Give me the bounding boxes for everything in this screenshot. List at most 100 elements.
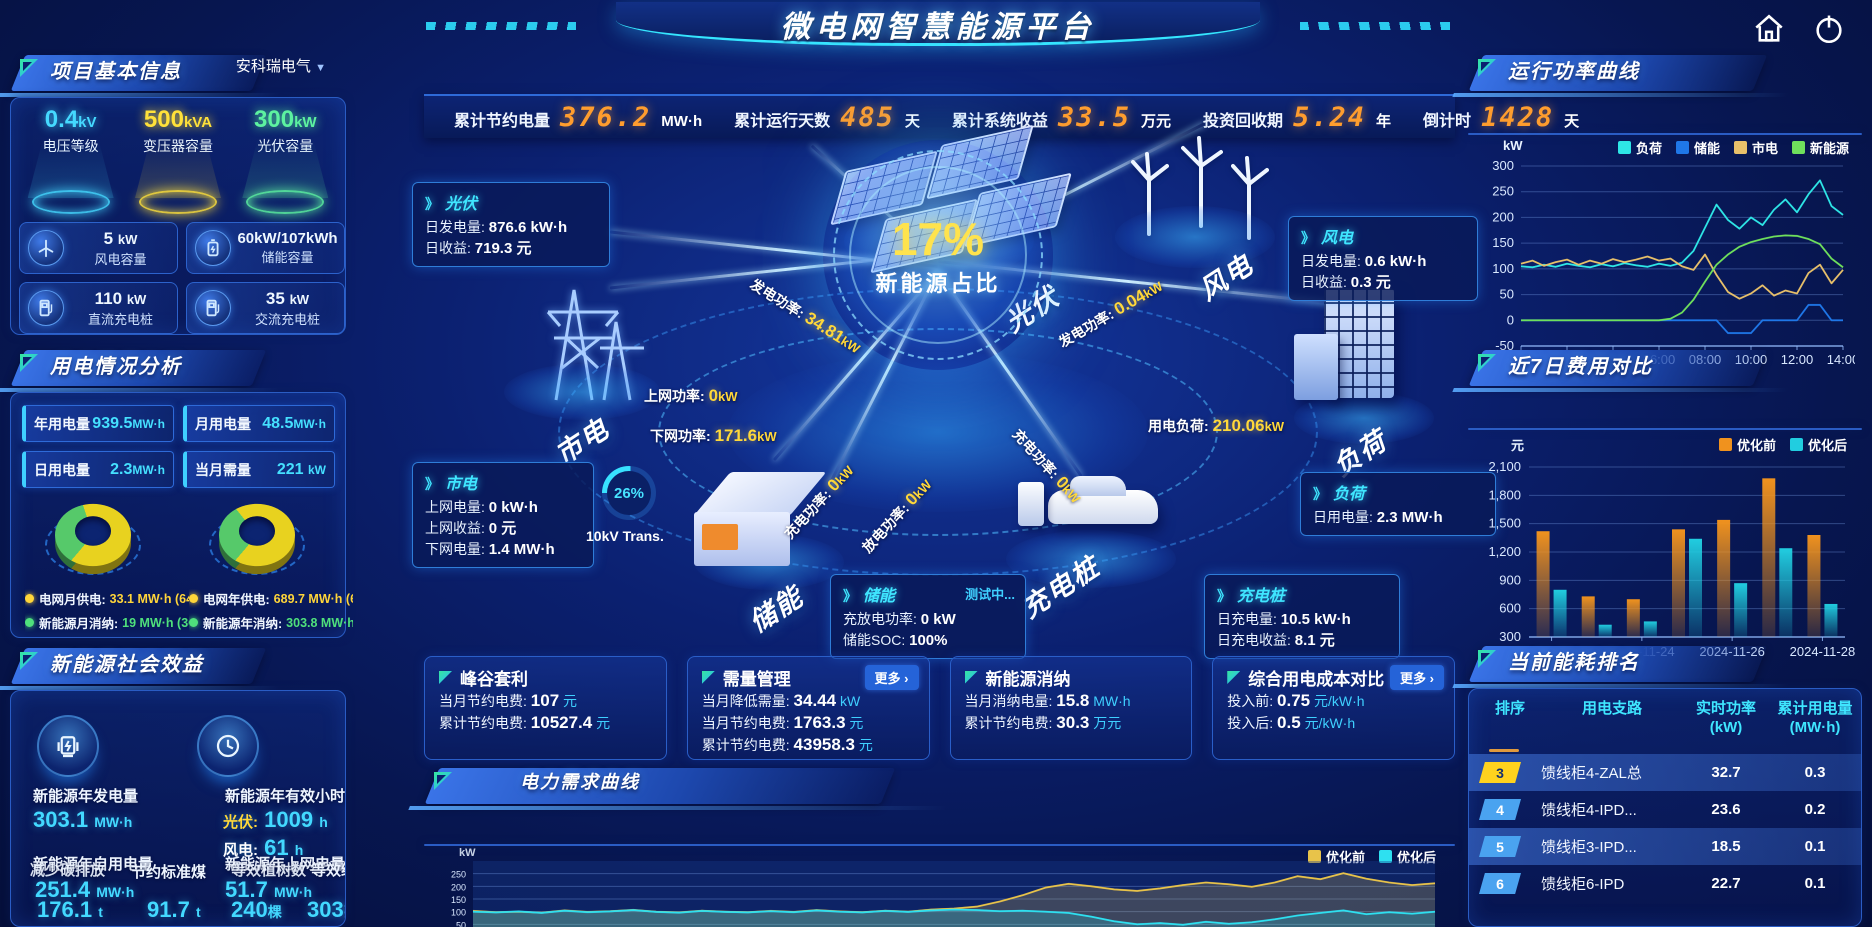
cost-y-unit: 元: [1511, 438, 1525, 453]
hours-clock-icon: [197, 715, 259, 777]
card-renewable-consume: 新能源消纳 当月消纳电量: 15.8 MW·h 累计节约电费: 30.3 万元: [949, 656, 1193, 760]
node-platform: [1115, 206, 1275, 268]
rank-badge: 6: [1479, 873, 1521, 894]
battery-icon: [195, 230, 231, 266]
power-icon[interactable]: [1812, 12, 1846, 46]
svg-text:50: 50: [456, 920, 466, 927]
svg-text:100: 100: [1492, 261, 1514, 276]
title-deco-left: [426, 22, 576, 30]
svg-text:150: 150: [1492, 235, 1514, 250]
generation-icon: [37, 715, 99, 777]
svg-text:200: 200: [1492, 209, 1514, 224]
energy-flow-diagram: 光伏 风电 市电 储能 充电桩 负荷 17% 新能源占比 发电功率: 34.81…: [404, 120, 1496, 659]
wind-turbine-icon: [28, 230, 64, 266]
donut-hole: [75, 516, 111, 546]
table-row[interactable]: 3 馈线柜4-ZAL总 32.7 0.3: [1469, 754, 1861, 791]
certs-value: 303张: [307, 897, 345, 922]
rank-badge: 5: [1479, 836, 1521, 857]
panel-energy-ranking: 当前能耗排名 排序 用电支路 实时功率 (kW) 累计用电量 (MW·h) 3 馈线…: [1468, 646, 1862, 927]
svg-text:900: 900: [1499, 572, 1521, 587]
wind-node-icon[interactable]: [1109, 122, 1279, 272]
svg-text:12:00: 12:00: [1781, 352, 1814, 367]
panel-usage-body: 年用电量 939.5MW·h 月用电量 48.5MW·h 日用电量 2.3MW·…: [10, 392, 353, 638]
stat-month-demand: 当月需量 221 kW: [183, 451, 335, 488]
svg-text:1,200: 1,200: [1488, 544, 1521, 559]
grid-node-icon[interactable]: [496, 260, 666, 420]
kpi-run-days: 累计运行天数 485 天: [734, 101, 920, 133]
svg-text:1,800: 1,800: [1488, 487, 1521, 502]
panel-usage-analysis: 用电情况分析 年用电量 939.5MW·h 月用电量 48.5MW·h 日用电量…: [10, 350, 353, 638]
center-hub: 17% 新能源占比: [823, 140, 1053, 370]
tile-storage-capacity: 60kW/107kWh 储能容量: [186, 222, 345, 274]
flow-to-grid-power: 上网功率: 0kW: [644, 386, 738, 405]
card-corner-icon: [1227, 671, 1241, 684]
carbon-label: 减少碳排放: [30, 862, 106, 879]
home-icon[interactable]: [1752, 12, 1786, 46]
self-use-label: 新能源年自用电量: [33, 856, 154, 873]
cost-chart[interactable]: 3006009001,2001,5001,8002,1002024-11-222…: [1473, 443, 1855, 676]
node-platform: [1294, 392, 1434, 444]
hub-ring-dashed: [833, 150, 1043, 360]
pedestal-ring: [138, 190, 217, 214]
certs-label: 等效绿证数: [311, 862, 345, 879]
chevron-down-icon: ▼: [315, 62, 326, 74]
legend-grid-month: 电网月供电:33.1 MW·h (64%): [25, 589, 189, 608]
coal-label: 节约标准煤: [131, 864, 207, 881]
title-banner: 微电网智慧能源平台: [426, 2, 1450, 52]
infobox-storage: 》储能 测试中... 充放电功率: 0 kW 储能SOC: 100%: [830, 574, 1026, 659]
flow-wind-power: 发电功率: 0.04kW: [1055, 278, 1166, 351]
power-y-unit: kW: [1503, 138, 1523, 153]
svg-text:200: 200: [451, 882, 466, 892]
demand-more-button[interactable]: 更多 ›: [864, 665, 919, 690]
load-node-icon[interactable]: [1290, 280, 1440, 444]
tile-ac-charger: 35 kW 交流充电桩: [186, 282, 345, 334]
donut-month-mix: [43, 497, 143, 583]
panel-demand-header: 电力需求曲线: [424, 768, 1455, 804]
legend-dot: [25, 594, 34, 603]
trees-value: 240棵: [231, 897, 282, 922]
page-title: 微电网智慧能源平台: [780, 11, 1096, 44]
carbon-value: 176.1 t: [37, 897, 103, 922]
table-row[interactable]: 4 馈线柜4-IPD... 23.6 0.2: [1469, 791, 1861, 828]
charger-icon: [28, 290, 64, 326]
infobox-grid: 》市电 上网电量: 0 kW·h 上网收益: 0 元 下网电量: 1.4 MW·…: [412, 462, 594, 568]
svg-text:2,100: 2,100: [1488, 459, 1521, 474]
card-corner-icon: [701, 671, 715, 684]
pedestal-pv-capacity: 300kW 光伏容量: [232, 106, 339, 216]
rank-badge: 4: [1479, 799, 1521, 820]
table-row[interactable]: 6 馈线柜6-IPD 22.7 0.1: [1469, 865, 1861, 902]
trees-label: 等效植树数: [231, 862, 307, 879]
kpi-saved-energy: 累计节约电量 376.2 MW·h: [454, 101, 703, 133]
power-chart[interactable]: -5005010015020025030000:0002:0004:0006:0…: [1473, 156, 1859, 379]
legend-dot: [25, 618, 34, 627]
card-corner-icon: [964, 671, 978, 684]
capacity-pedestals: 0.4kV 电压等级 500kVA 变压器容量 300kW 光伏容量: [17, 106, 339, 216]
charger-node-icon[interactable]: [1000, 462, 1180, 592]
company-dropdown[interactable]: 安科瑞电气 ▼: [235, 58, 326, 75]
panel-social-body: 新能源年发电量 303.1 MW·h 新能源年有效小时数 光伏: 1009 h …: [10, 690, 346, 927]
donut-year-mix: [207, 497, 307, 583]
svg-text:2024-11-28: 2024-11-28: [1790, 644, 1855, 659]
svg-text:50: 50: [1500, 287, 1514, 302]
svg-text:1,500: 1,500: [1488, 516, 1521, 531]
power-legend: 负荷 储能 市电 新能源: [1617, 138, 1849, 157]
svg-text:150: 150: [451, 895, 466, 905]
infobox-wind: 》风电 日发电量: 0.6 kW·h 日收益: 0.3 元: [1288, 216, 1478, 301]
stat-year-usage: 年用电量 939.5MW·h: [22, 405, 174, 442]
panel-power-header: 运行功率曲线: [1468, 55, 1862, 91]
storage-testing-badge: 测试中...: [965, 587, 1015, 602]
storage-node-icon[interactable]: [693, 472, 844, 590]
pedestal-transformer-capacity: 500kVA 变压器容量: [124, 106, 231, 216]
demand-chart[interactable]: 5010015020025000:0000:4001:2002:0002:400…: [429, 849, 1449, 927]
panel-project-header: 项目基本信息 安科瑞电气 ▼: [10, 55, 346, 91]
ranking-pagination-dash: [1489, 749, 1519, 752]
table-row[interactable]: 5 馈线柜3-IPD... 18.5 0.1: [1469, 828, 1861, 865]
legend-dot: [189, 594, 198, 603]
transformer-load-pct: 26%: [607, 471, 651, 515]
svg-text:14:00: 14:00: [1827, 352, 1855, 367]
cost-more-button[interactable]: 更多 ›: [1390, 665, 1444, 690]
legend-dot: [189, 618, 198, 627]
